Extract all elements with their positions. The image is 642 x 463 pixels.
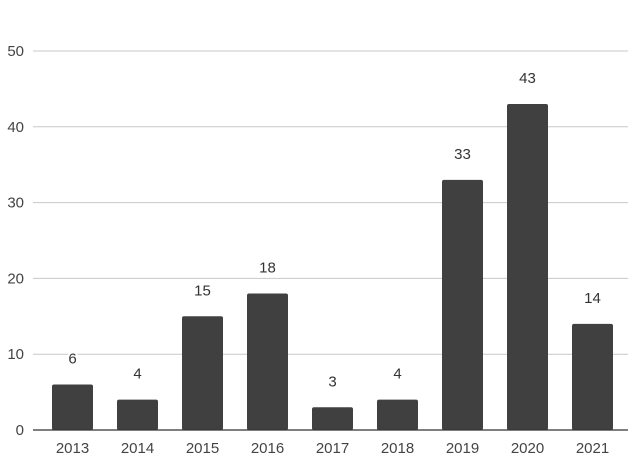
data-labels: 6 4 15 18 3 4 33 43 14 xyxy=(66,68,603,392)
data-label: 33 xyxy=(454,146,471,163)
bar-2016 xyxy=(247,293,288,430)
x-tick-label: 2020 xyxy=(511,440,544,457)
y-axis-ticks: 0 10 20 30 40 50 xyxy=(7,43,24,439)
bar-2013 xyxy=(52,384,93,430)
bar-2020 xyxy=(507,104,548,430)
x-tick-label: 2015 xyxy=(186,440,219,457)
bar-2021 xyxy=(572,323,613,430)
data-label: 3 xyxy=(328,373,336,390)
data-label: 4 xyxy=(133,366,141,383)
y-tick-label: 20 xyxy=(7,270,24,287)
data-label: 4 xyxy=(393,366,401,383)
x-tick-label: 2013 xyxy=(56,440,89,457)
bar-2015 xyxy=(182,316,223,430)
x-axis-ticks: 2013 2014 2015 2016 2017 2018 2019 2020 2021 xyxy=(56,440,609,457)
bar-2019 xyxy=(442,179,483,430)
x-tick-label: 2019 xyxy=(446,440,479,457)
y-tick-label: 40 xyxy=(7,119,24,136)
x-tick-label: 2017 xyxy=(316,440,349,457)
y-tick-label: 30 xyxy=(7,195,24,212)
data-label: 6 xyxy=(68,351,76,368)
bar-2018 xyxy=(377,399,418,430)
x-tick-label: 2018 xyxy=(381,440,414,457)
data-label: 43 xyxy=(519,70,536,87)
bar-2014 xyxy=(117,399,158,430)
data-label: 14 xyxy=(584,290,601,307)
x-tick-label: 2021 xyxy=(576,440,609,457)
bars xyxy=(52,104,613,430)
x-tick-label: 2014 xyxy=(121,440,154,457)
x-tick-label: 2016 xyxy=(251,440,284,457)
y-tick-label: 10 xyxy=(7,346,24,363)
data-label: 15 xyxy=(194,282,211,299)
y-tick-label: 50 xyxy=(7,43,24,60)
data-label: 18 xyxy=(259,260,276,277)
bar-2017 xyxy=(312,407,353,430)
y-tick-label: 0 xyxy=(16,422,24,439)
